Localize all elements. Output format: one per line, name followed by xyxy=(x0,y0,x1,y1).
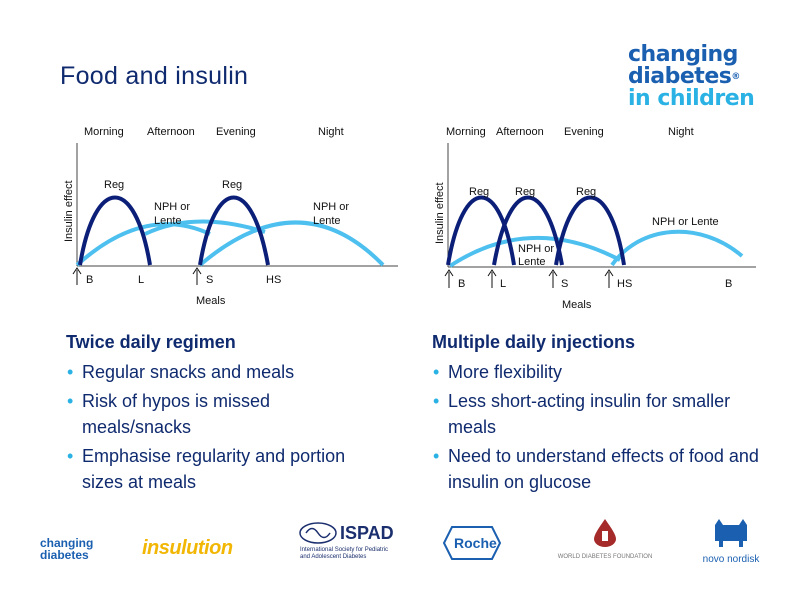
meal-label: B xyxy=(86,274,93,286)
brand-line-2: diabetes® xyxy=(628,64,740,89)
curve-label: Reg xyxy=(222,179,242,191)
ispad-wordmark: ISPAD xyxy=(340,523,394,543)
bullet-item: Need to understand effects of food and i… xyxy=(432,443,793,495)
left-period-labels: Morning Afternoon Evening Night xyxy=(84,126,344,138)
meal-label: S xyxy=(561,278,568,290)
period-label: Morning xyxy=(84,126,124,138)
period-label: Night xyxy=(318,126,344,138)
bullet-item: More flexibility xyxy=(432,359,782,385)
x-axis-label: Meals xyxy=(196,295,226,307)
period-label: Night xyxy=(668,126,694,138)
curve-label: Reg xyxy=(515,186,535,198)
ispad-subtitle: International Society for Pediatric xyxy=(300,547,389,553)
insulution-logo: insulution xyxy=(142,537,233,559)
curve-label: Lente xyxy=(313,215,341,227)
wdf-drop-icon xyxy=(594,519,616,547)
regular-curve xyxy=(446,195,516,266)
nph-curve xyxy=(144,219,266,236)
column-heading: Multiple daily injections xyxy=(432,332,636,352)
x-axis-label: Meals xyxy=(562,299,592,311)
roche-hexagon-icon xyxy=(442,526,502,560)
meal-arrow-head xyxy=(548,269,558,277)
meal-label: HS xyxy=(617,278,632,290)
regular-curve xyxy=(78,195,152,266)
meal-arrow-head xyxy=(444,269,454,277)
meal-arrow-head xyxy=(487,269,497,277)
brand-line-1: changing xyxy=(628,42,738,67)
roche-logo: Roche xyxy=(442,525,502,566)
curve-label: NPH or Lente xyxy=(652,216,719,228)
meal-label: L xyxy=(138,274,144,286)
ispad-logo: ISPAD International Society for Pediatri… xyxy=(298,521,394,560)
meal-label: B xyxy=(725,278,732,290)
brand-line-3: in children xyxy=(628,86,755,111)
bullet-item: Regular snacks and meals xyxy=(66,359,416,385)
ispad-subtitle: and Adolescent Diabetes xyxy=(300,554,367,560)
nph-curve xyxy=(448,236,621,268)
meal-label: HS xyxy=(266,274,281,286)
bullet-item: Risk of hypos is missed meals/snacks xyxy=(66,388,332,440)
meal-label: S xyxy=(206,274,213,286)
regular-curve xyxy=(554,195,626,266)
period-label: Morning xyxy=(446,126,486,138)
bullet-item: Less short-acting insulin for smaller me… xyxy=(432,388,768,440)
curve-label: Reg xyxy=(576,186,596,198)
ispad-emblem-icon xyxy=(299,522,337,544)
period-label: Evening xyxy=(216,126,256,138)
nph-curve xyxy=(198,220,385,267)
apis-bull-icon xyxy=(715,519,747,547)
novo-nordisk-logo: novo nordisk xyxy=(696,515,766,565)
meal-arrow-head xyxy=(604,269,614,277)
period-label: Evening xyxy=(564,126,604,138)
world-diabetes-foundation-logo: WORLD DIABETES FOUNDATION xyxy=(555,517,655,560)
curve-label: NPH or xyxy=(154,201,190,213)
column-heading: Twice daily regimen xyxy=(66,332,236,352)
bullet-item: Emphasise regularity and portion sizes a… xyxy=(66,443,382,495)
curve-label: NPH or xyxy=(518,243,554,255)
meal-arrow-head xyxy=(72,267,82,275)
nph-curve xyxy=(75,222,211,267)
regular-curve xyxy=(492,195,564,266)
bullet-list: Regular snacks and meals Risk of hypos i… xyxy=(66,359,416,495)
meal-label: L xyxy=(500,278,506,290)
curve-label: NPH or xyxy=(313,201,349,213)
regular-curve xyxy=(198,195,270,266)
multiple-injections-column: Multiple daily injections More flexibili… xyxy=(432,332,782,498)
twice-daily-column: Twice daily regimen Regular snacks and m… xyxy=(66,332,416,498)
meal-label: B xyxy=(458,278,465,290)
insulin-diagram-multiple-injections: Morning Afternoon Evening Night Insulin … xyxy=(434,126,756,311)
y-axis-label: Insulin effect xyxy=(434,182,446,244)
bullet-list: More flexibility Less short-acting insul… xyxy=(432,359,782,495)
curve-label: Reg xyxy=(104,179,124,191)
period-label: Afternoon xyxy=(147,126,195,138)
curve-label: Reg xyxy=(469,186,489,198)
sponsor-logos: changing diabetes insulution ISPAD Inter… xyxy=(0,515,800,585)
changing-diabetes-logo: changing diabetes xyxy=(40,536,94,562)
nph-curve xyxy=(610,229,744,267)
curve-label: Lente xyxy=(518,256,546,268)
meal-arrow-head xyxy=(192,267,202,275)
curve-label: Lente xyxy=(154,215,182,227)
changing-diabetes-in-children-logo: changing diabetes® in children xyxy=(628,42,755,111)
period-label: Afternoon xyxy=(496,126,544,138)
meal-markers: B L S HS xyxy=(72,267,281,286)
y-axis-label: Insulin effect xyxy=(63,180,75,242)
slide-title: Food and insulin xyxy=(60,62,249,90)
insulin-diagram-twice-daily: Morning Afternoon Evening Night Insulin … xyxy=(63,126,756,311)
